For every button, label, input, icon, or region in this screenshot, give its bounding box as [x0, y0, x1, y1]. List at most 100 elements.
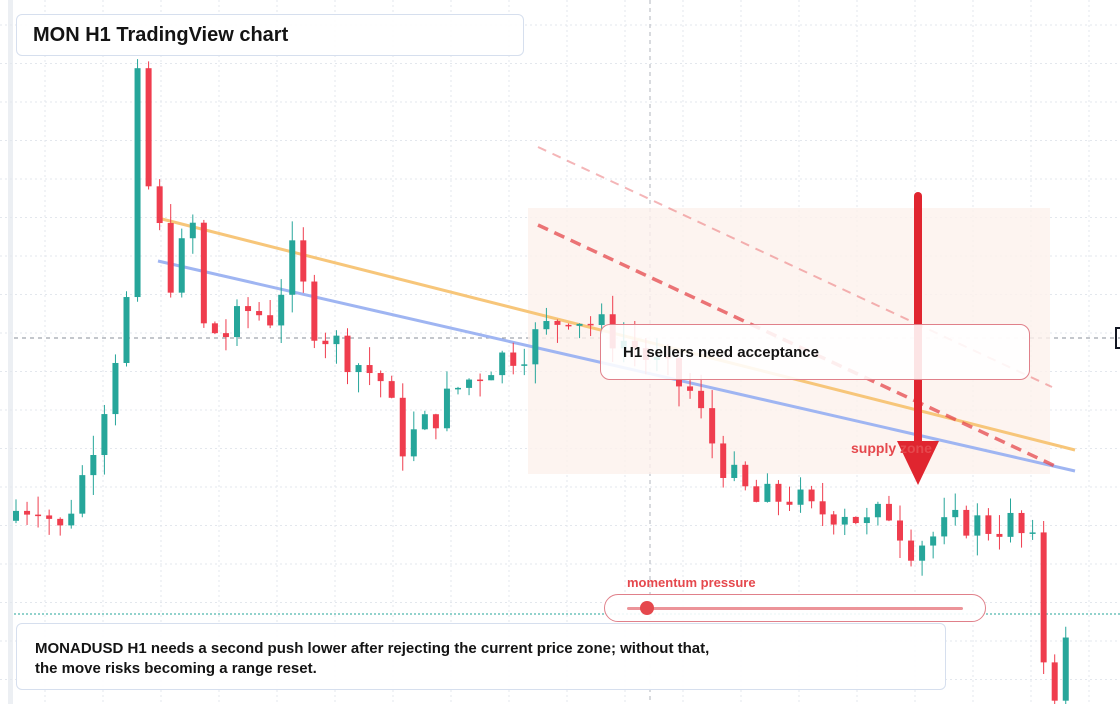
candle-bullish	[576, 323, 583, 339]
candle-body	[1007, 512, 1014, 537]
candle-bearish	[35, 496, 42, 528]
candle-body	[974, 515, 981, 536]
candle-bullish	[488, 371, 495, 381]
candle-body	[311, 281, 318, 341]
candle-bearish	[885, 495, 892, 522]
descending-channel-line	[537, 223, 1056, 468]
candle-body	[996, 533, 1003, 537]
candle-bearish	[311, 274, 318, 349]
candle-body	[510, 352, 517, 366]
candle-body	[134, 68, 141, 298]
candle-body	[399, 397, 406, 457]
candle-bearish	[24, 501, 31, 525]
candle-bearish	[322, 332, 329, 359]
candle-body	[1018, 512, 1025, 534]
down-arrow-head	[897, 441, 939, 485]
candle-body	[775, 483, 782, 502]
candle-body	[764, 483, 771, 502]
candle-bearish	[786, 486, 793, 512]
candle-body	[720, 443, 727, 478]
candle-body	[941, 517, 948, 537]
candle-bearish	[245, 297, 252, 329]
candle-body	[874, 503, 881, 518]
candle-bearish	[698, 374, 705, 419]
candle-bullish	[797, 477, 804, 513]
candle-bearish	[145, 61, 152, 190]
candle-body	[366, 365, 373, 374]
candle-bullish	[333, 330, 340, 364]
candle-body	[698, 390, 705, 409]
candle-bearish	[963, 505, 970, 539]
candle-body	[852, 516, 859, 524]
candle-bearish	[753, 479, 760, 503]
candle-bullish	[410, 411, 417, 462]
chart-title: MON H1 TradingView chart	[16, 14, 524, 56]
candle-bearish	[852, 516, 859, 525]
candle-body	[256, 311, 263, 316]
candle-bearish	[996, 515, 1003, 550]
candle-body	[234, 306, 240, 338]
candle-body	[68, 513, 75, 526]
candle-bearish	[399, 383, 406, 471]
candle-bullish	[101, 404, 108, 475]
sellers-callout-text: H1 sellers need acceptance	[623, 343, 819, 361]
candle-body	[333, 335, 340, 345]
candle-body	[753, 486, 760, 502]
candle-body	[930, 536, 937, 546]
candle-bearish	[366, 347, 373, 386]
candle-body	[211, 323, 218, 334]
candle-body	[355, 365, 362, 373]
candle-body	[863, 517, 870, 524]
candle-body	[410, 429, 417, 457]
candle-body	[587, 323, 594, 326]
candle-bearish	[565, 323, 572, 330]
candle-bearish	[1051, 654, 1058, 704]
candle-bullish	[466, 378, 473, 396]
candle-bullish	[234, 299, 240, 347]
candle-body	[477, 379, 484, 382]
candle-bearish	[222, 319, 229, 351]
candle-body	[1051, 662, 1058, 701]
candle-bearish	[1018, 510, 1025, 548]
candle-body	[443, 388, 450, 429]
candle-bearish	[267, 299, 274, 329]
candle-bearish	[344, 328, 351, 385]
candle-body	[1029, 532, 1036, 534]
candle-body	[344, 335, 351, 373]
candle-bearish	[808, 485, 815, 509]
candle-bearish	[46, 509, 53, 535]
candle-bearish	[819, 482, 826, 527]
candle-bullish	[1029, 519, 1036, 540]
candle-bullish	[421, 410, 428, 431]
candle-body	[565, 324, 572, 327]
candle-body	[278, 294, 285, 326]
candle-bullish	[919, 540, 926, 576]
candle-body	[13, 510, 19, 521]
candle-bullish	[930, 531, 937, 559]
candle-body	[388, 381, 395, 398]
candle-bullish	[90, 435, 97, 495]
candle-bearish	[587, 316, 594, 337]
candle-body	[598, 314, 605, 325]
candle-bullish	[189, 214, 196, 254]
candle-bullish	[455, 386, 461, 395]
candle-bullish	[941, 497, 948, 545]
candle-body	[731, 464, 738, 478]
momentum-indicator[interactable]	[640, 601, 655, 615]
candle-body	[919, 545, 926, 561]
candle-bullish	[499, 350, 506, 384]
candle-body	[57, 518, 64, 526]
candle-bearish	[709, 390, 716, 459]
candle-body	[830, 514, 837, 525]
candle-bearish	[211, 321, 218, 335]
candle-body	[46, 515, 53, 519]
sellers-callout: H1 sellers need acceptance	[600, 324, 1030, 380]
candle-body	[35, 514, 42, 517]
candle-bullish	[1062, 626, 1069, 704]
analysis-note-line-1: MONADUSD H1 needs a second push lower af…	[35, 640, 710, 657]
candle-body	[300, 240, 307, 282]
candle-bullish	[731, 451, 738, 482]
candle-body	[488, 375, 495, 381]
momentum-track-line	[627, 607, 963, 610]
candle-body	[377, 373, 384, 382]
